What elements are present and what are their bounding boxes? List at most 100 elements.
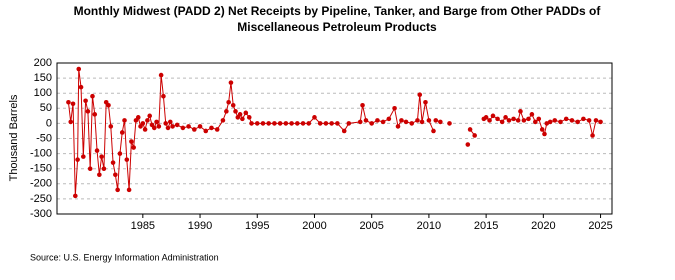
point	[99, 154, 104, 159]
point	[312, 115, 317, 120]
y-tick-label: -250	[30, 193, 52, 205]
y-tick-label: 100	[34, 87, 52, 99]
point	[186, 124, 191, 129]
point	[341, 128, 347, 134]
point	[317, 121, 323, 126]
point	[110, 160, 116, 165]
point	[503, 115, 508, 120]
point	[283, 121, 289, 126]
point	[126, 187, 132, 193]
point	[243, 110, 249, 116]
point	[490, 113, 496, 119]
point	[521, 118, 527, 123]
point	[542, 131, 547, 137]
point	[526, 116, 531, 122]
point	[386, 116, 392, 122]
y-tick-label: 50	[40, 102, 52, 114]
point	[409, 121, 415, 126]
point	[431, 128, 436, 134]
point	[289, 121, 294, 126]
point	[395, 124, 401, 129]
point	[511, 116, 516, 122]
point	[558, 119, 563, 125]
point	[380, 119, 386, 125]
point	[472, 133, 477, 138]
x-tick-label: 1990	[188, 220, 212, 232]
y-tick-label: -300	[30, 208, 52, 220]
point	[115, 187, 120, 193]
point	[108, 124, 114, 129]
point	[119, 130, 125, 135]
point	[226, 99, 231, 105]
point	[447, 121, 452, 126]
point	[518, 109, 523, 114]
point	[233, 109, 238, 114]
point	[129, 139, 134, 144]
point	[306, 121, 312, 126]
x-tick-label: 2020	[531, 220, 555, 232]
point	[161, 93, 166, 99]
point	[300, 121, 306, 126]
point	[92, 112, 98, 117]
point	[539, 127, 545, 132]
point	[295, 121, 300, 126]
x-tick-label: 2010	[417, 220, 441, 232]
point	[154, 119, 159, 125]
point	[423, 99, 428, 105]
point	[76, 66, 82, 72]
point	[487, 118, 492, 123]
point	[260, 121, 266, 126]
point	[87, 166, 93, 171]
point	[598, 119, 603, 125]
point	[174, 122, 180, 128]
point	[323, 121, 329, 126]
point	[81, 154, 86, 159]
point	[590, 133, 595, 138]
point	[363, 118, 369, 123]
point	[75, 157, 80, 162]
point	[214, 127, 220, 132]
point	[147, 113, 152, 119]
y-tick-label: 0	[46, 117, 52, 129]
point	[417, 92, 423, 98]
point	[124, 157, 130, 162]
point	[335, 121, 340, 126]
point	[438, 119, 443, 125]
point	[85, 109, 91, 114]
point	[272, 121, 277, 126]
point	[399, 118, 404, 123]
point	[547, 119, 553, 125]
point	[163, 121, 169, 126]
point	[142, 127, 148, 132]
chart-subtitle: Miscellaneous Petroleum Products	[237, 20, 437, 34]
point	[483, 115, 489, 120]
point	[529, 112, 535, 117]
point	[94, 148, 100, 153]
point	[158, 72, 164, 78]
point	[66, 99, 71, 105]
point	[197, 124, 203, 129]
point	[68, 119, 74, 125]
point	[140, 121, 146, 126]
y-tick-label: 150	[34, 72, 52, 84]
point	[515, 118, 521, 123]
point	[375, 118, 380, 123]
point	[122, 118, 127, 123]
source: Source: U.S. Energy Information Administ…	[30, 252, 219, 262]
point	[346, 121, 352, 126]
point	[156, 124, 162, 129]
y-tick-label: -100	[30, 148, 52, 160]
point	[357, 119, 363, 125]
point	[113, 172, 118, 178]
x-tick-label: 1985	[131, 220, 155, 232]
point	[254, 121, 260, 126]
x-tick-label: 2000	[302, 220, 326, 232]
point	[73, 193, 78, 199]
point	[78, 84, 84, 90]
point	[499, 119, 505, 125]
y-tick-label: 200	[34, 57, 52, 69]
point	[83, 98, 88, 104]
point	[135, 115, 141, 120]
y-tick-label: -200	[30, 178, 52, 190]
